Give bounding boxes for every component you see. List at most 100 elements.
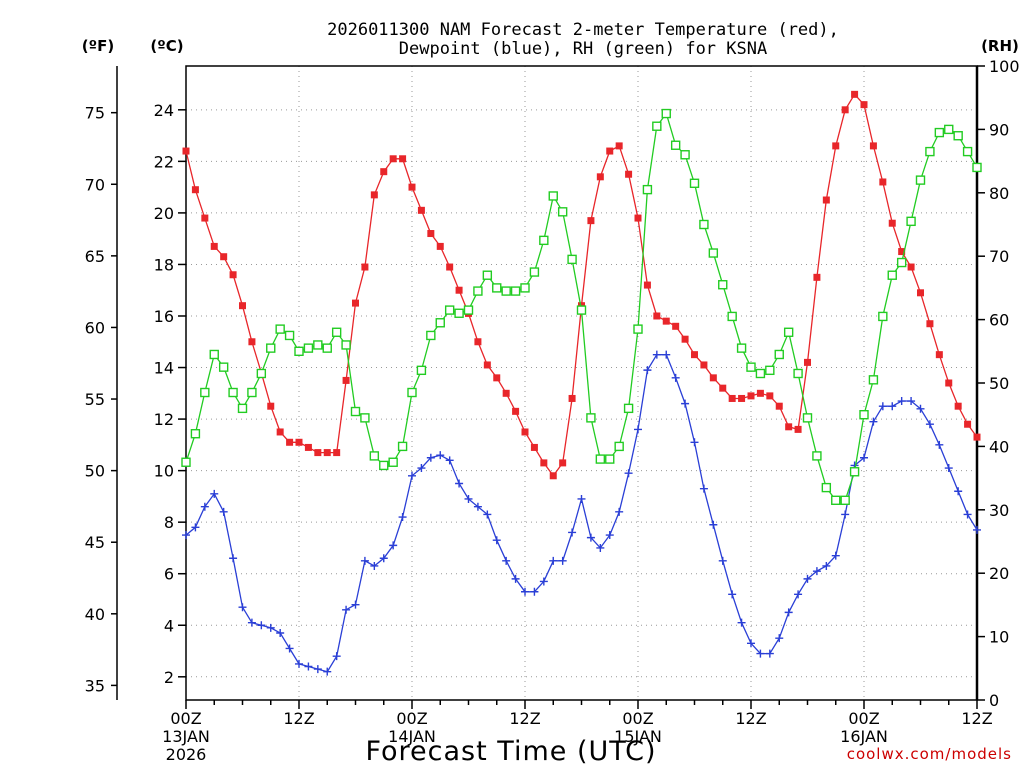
temperature-point xyxy=(370,191,378,199)
rh-tick-label: 40 xyxy=(989,437,1009,456)
temperature-point xyxy=(295,438,303,446)
dewpoint-point xyxy=(313,665,322,674)
temperature-point xyxy=(201,214,209,222)
temperature-point xyxy=(888,219,896,227)
dewpoint-point xyxy=(219,507,228,516)
temperature-point xyxy=(248,338,256,346)
fahrenheit-tick-label: 45 xyxy=(85,533,105,552)
rh-point xyxy=(605,454,615,464)
temperature-point xyxy=(191,186,199,194)
rh-point xyxy=(953,131,963,141)
temperature-point xyxy=(709,374,717,382)
series-layer xyxy=(181,90,982,676)
temperature-point xyxy=(794,425,802,433)
rh-point xyxy=(388,457,398,467)
temperature-point xyxy=(380,168,388,176)
rh-point xyxy=(444,305,455,315)
dewpoint-point xyxy=(615,507,624,516)
temperature-point xyxy=(813,273,821,281)
rh-point xyxy=(661,108,671,119)
dewpoint-point xyxy=(483,510,492,519)
dewpoint-point xyxy=(332,652,341,661)
x-tick-label: 00Z xyxy=(170,709,201,728)
dewpoint-point xyxy=(907,397,916,406)
temperature-point xyxy=(286,438,294,446)
grid-layer xyxy=(186,66,977,700)
rh-point xyxy=(859,410,869,420)
rh-point xyxy=(755,368,766,379)
dewpoint-point xyxy=(643,366,652,375)
x-tick-label: 00Z xyxy=(848,709,879,728)
rh-point xyxy=(322,343,332,353)
dewpoint-point xyxy=(247,618,256,627)
rh-point xyxy=(887,270,897,280)
dewpoint-point xyxy=(200,502,209,511)
temperature-point xyxy=(719,384,727,392)
rh-point xyxy=(652,121,662,131)
dewpoint-point xyxy=(747,639,755,648)
fahrenheit-tick-label: 50 xyxy=(85,462,105,481)
dewpoint-point xyxy=(699,484,708,493)
rh-point xyxy=(812,451,822,461)
rh-point xyxy=(840,495,850,505)
rh-point xyxy=(689,178,700,188)
temperature-point xyxy=(436,242,444,250)
dewpoint-point xyxy=(596,543,605,552)
temperature-point xyxy=(427,230,435,238)
dewpoint-point xyxy=(473,502,482,511)
temperature-point xyxy=(672,322,680,330)
rh-point xyxy=(727,311,737,322)
rh-point xyxy=(821,482,832,493)
rh-point xyxy=(699,219,709,230)
dewpoint-point xyxy=(775,634,784,643)
dewpoint-point xyxy=(445,456,454,465)
axes-layer: 2468101214161820222435404550556065707501… xyxy=(85,57,1020,764)
rh-point xyxy=(275,324,285,334)
temperature-point xyxy=(333,449,341,457)
rh-point xyxy=(972,162,982,173)
temperature-point xyxy=(954,402,962,410)
temperature-point xyxy=(804,358,811,366)
rh-point xyxy=(557,207,568,217)
dewpoint-point xyxy=(455,479,464,488)
rh-point xyxy=(341,340,351,350)
temperature-point xyxy=(643,281,651,289)
credit-label: coolwx.com/models xyxy=(847,745,1012,763)
dewpoint-point xyxy=(841,510,850,519)
dewpoint-series xyxy=(182,350,981,676)
rh-unit-label: (RH) xyxy=(981,37,1019,55)
fahrenheit-tick-label: 40 xyxy=(85,605,105,624)
dewpoint-point xyxy=(869,417,878,426)
temperature-point xyxy=(417,206,425,214)
rh-point xyxy=(718,280,728,290)
rh-point xyxy=(944,124,954,135)
rh-point xyxy=(896,257,907,268)
x-tick-date-label: 13JAN xyxy=(162,727,210,746)
temperature-point xyxy=(483,361,491,369)
dewpoint-point xyxy=(417,464,426,473)
celsius-tick-label: 24 xyxy=(154,101,174,120)
temperature-point xyxy=(446,263,454,271)
temperature-point xyxy=(502,389,510,397)
rh-point xyxy=(397,441,408,452)
rh-point xyxy=(934,127,945,138)
temperature-point xyxy=(455,286,463,294)
rh-point xyxy=(218,362,229,372)
rh-point xyxy=(369,451,380,461)
temperature-point xyxy=(540,459,548,467)
rh-point xyxy=(915,175,926,185)
rh-tick-label: 60 xyxy=(989,311,1009,330)
temperature-point xyxy=(389,155,397,163)
dewpoint-point xyxy=(323,667,332,676)
rh-point xyxy=(878,311,888,322)
dewpoint-point xyxy=(502,556,511,565)
dewpoint-point xyxy=(671,373,680,382)
rh-point xyxy=(228,387,238,398)
rh-point xyxy=(416,365,427,376)
temperature-point xyxy=(935,351,943,359)
dewpoint-point xyxy=(709,520,718,529)
rh-point xyxy=(529,267,540,277)
dewpoint-point xyxy=(210,489,219,498)
temperature-point xyxy=(785,423,793,431)
